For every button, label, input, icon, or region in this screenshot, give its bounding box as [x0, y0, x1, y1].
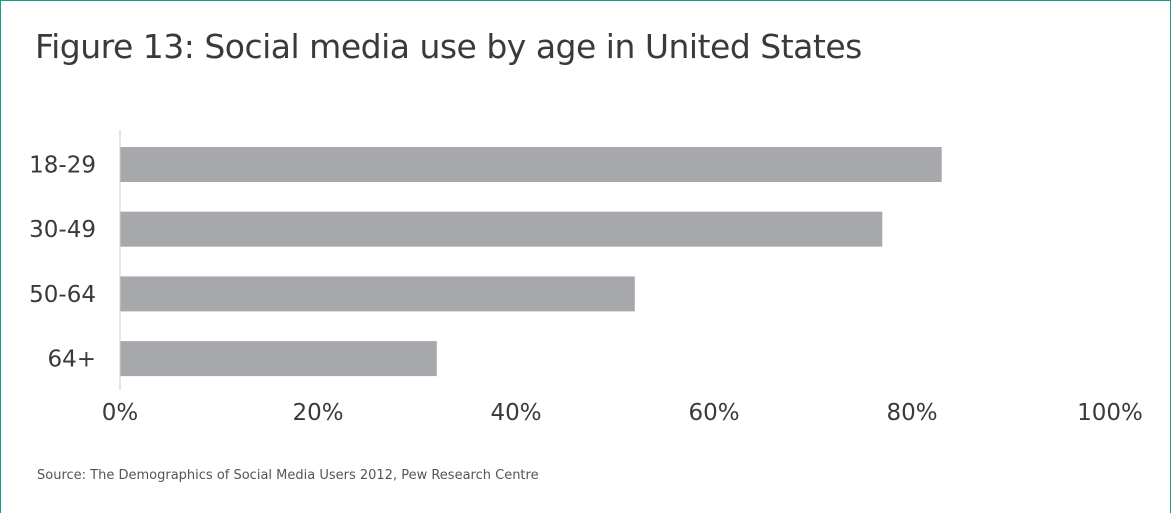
source-note: Source: The Demographics of Social Media… — [37, 468, 539, 483]
category-label-64+: 64+ — [47, 347, 96, 373]
bar-50-64 — [120, 276, 635, 312]
chart-title: Figure 13: Social media use by age in Un… — [35, 27, 862, 66]
bar-18-29 — [120, 147, 942, 182]
labels-layer: 18-29 30-49 50-64 64+ 0% 20% 40% 60% 80% 100% — [29, 153, 1143, 427]
category-label-30-49: 30-49 — [29, 217, 96, 243]
category-label-50-64: 50-64 — [29, 282, 96, 308]
x-tick-label-40: 40% — [490, 400, 541, 426]
category-label-18-29: 18-29 — [29, 153, 96, 179]
bar-30-49 — [120, 211, 883, 247]
x-tick-label-100: 100% — [1077, 400, 1143, 426]
x-tick-label-80: 80% — [886, 400, 937, 426]
x-tick-label-20: 20% — [292, 400, 343, 426]
x-tick-label-0: 0% — [102, 400, 139, 426]
bar-64+ — [120, 341, 437, 377]
bars-layer — [120, 147, 942, 377]
x-tick-label-60: 60% — [688, 400, 739, 426]
